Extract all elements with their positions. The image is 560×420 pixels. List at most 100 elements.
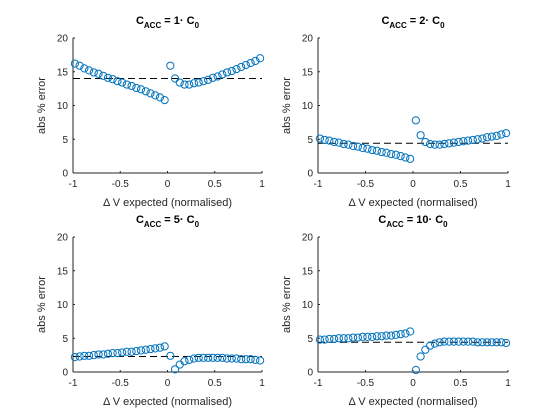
y-tick-label: 5 bbox=[62, 135, 68, 146]
data-point bbox=[194, 353, 203, 362]
data-point bbox=[180, 357, 189, 366]
data-point bbox=[325, 334, 334, 344]
y-tick-label: 15 bbox=[57, 266, 69, 277]
data-point bbox=[468, 135, 477, 145]
data-point bbox=[396, 330, 405, 339]
y-axis-label: abs % error bbox=[281, 77, 293, 134]
data-point bbox=[358, 143, 367, 153]
data-point bbox=[256, 356, 265, 365]
data-point bbox=[435, 338, 444, 347]
data-point bbox=[208, 353, 217, 362]
data-point bbox=[136, 346, 146, 355]
x-tick-label: 0 bbox=[410, 179, 416, 190]
data-point bbox=[241, 60, 251, 70]
y-tick-label: 0 bbox=[62, 169, 68, 180]
data-point bbox=[449, 337, 458, 346]
data-point bbox=[344, 140, 353, 149]
x-tick-label: -0.5 bbox=[112, 179, 130, 190]
data-point bbox=[406, 327, 415, 336]
data-point bbox=[189, 354, 199, 363]
data-point bbox=[411, 116, 420, 125]
data-point bbox=[497, 338, 506, 347]
title-main: C bbox=[136, 15, 144, 27]
data-point bbox=[108, 75, 117, 84]
y-tick-label: 20 bbox=[57, 34, 69, 45]
x-tick-label: 0 bbox=[165, 378, 171, 389]
data-point bbox=[372, 146, 381, 155]
title-main: C bbox=[381, 15, 389, 27]
data-point bbox=[166, 61, 175, 70]
x-tick-label: 0 bbox=[410, 378, 416, 389]
y-tick-label: 15 bbox=[302, 67, 314, 78]
data-point bbox=[344, 334, 353, 343]
data-point bbox=[199, 353, 208, 362]
data-point bbox=[449, 138, 458, 147]
data-point bbox=[473, 135, 482, 144]
data-point bbox=[478, 338, 487, 347]
title-mid: = 10· C bbox=[404, 214, 443, 226]
subplot-title: CACC = 5· C0 bbox=[136, 214, 200, 229]
data-point bbox=[189, 79, 199, 88]
data-point bbox=[113, 349, 122, 358]
title-subscript: ACC bbox=[144, 21, 162, 30]
title-main: C bbox=[136, 214, 144, 226]
data-point bbox=[502, 129, 511, 138]
data-point bbox=[84, 66, 94, 75]
data-point bbox=[213, 72, 222, 81]
x-tick-label: -1 bbox=[314, 378, 323, 389]
data-point bbox=[325, 136, 334, 145]
data-point bbox=[406, 154, 415, 163]
x-tick-label: -1 bbox=[69, 179, 78, 190]
data-point bbox=[435, 140, 444, 149]
data-point bbox=[426, 341, 435, 350]
data-point bbox=[246, 58, 255, 68]
title-mid: = 2· C bbox=[407, 15, 440, 27]
data-point bbox=[492, 338, 501, 347]
data-point bbox=[391, 330, 400, 339]
data-point bbox=[170, 74, 180, 83]
data-point bbox=[70, 59, 79, 68]
data-point bbox=[251, 56, 260, 66]
data-point bbox=[387, 150, 396, 159]
data-point bbox=[334, 334, 343, 343]
data-point bbox=[445, 337, 454, 346]
data-point bbox=[141, 87, 150, 96]
title-subscript: ACC bbox=[389, 21, 407, 30]
x-tick-label: 0 bbox=[165, 179, 171, 190]
data-point bbox=[377, 147, 386, 157]
data-point bbox=[372, 332, 381, 341]
y-tick-label: 10 bbox=[57, 101, 69, 112]
data-point bbox=[127, 81, 136, 91]
data-point bbox=[483, 133, 492, 142]
data-point bbox=[222, 68, 232, 77]
data-point bbox=[334, 138, 343, 147]
y-tick-label: 10 bbox=[57, 300, 69, 311]
data-point bbox=[103, 73, 113, 82]
data-point bbox=[175, 78, 184, 87]
x-tick-label: -1 bbox=[314, 179, 323, 190]
x-tick-label: 0.5 bbox=[454, 378, 468, 389]
data-point bbox=[89, 351, 98, 360]
data-point bbox=[146, 344, 155, 354]
data-point bbox=[387, 331, 396, 340]
data-point bbox=[155, 93, 165, 102]
data-point bbox=[185, 80, 194, 89]
data-point bbox=[396, 152, 405, 161]
x-tick-label: 1 bbox=[505, 378, 511, 389]
data-point bbox=[99, 71, 108, 80]
x-tick-label: 0.5 bbox=[208, 378, 222, 389]
x-tick-label: -1 bbox=[69, 378, 78, 389]
title-subscript: ACC bbox=[386, 220, 404, 229]
data-point bbox=[497, 130, 506, 139]
data-point bbox=[416, 352, 425, 361]
data-point bbox=[454, 337, 463, 346]
data-point bbox=[113, 77, 122, 86]
data-point bbox=[349, 141, 358, 151]
data-point bbox=[401, 153, 410, 162]
data-point bbox=[315, 134, 324, 143]
data-point bbox=[368, 145, 377, 155]
data-point bbox=[118, 78, 127, 87]
data-point bbox=[315, 335, 324, 344]
data-point bbox=[94, 350, 103, 359]
